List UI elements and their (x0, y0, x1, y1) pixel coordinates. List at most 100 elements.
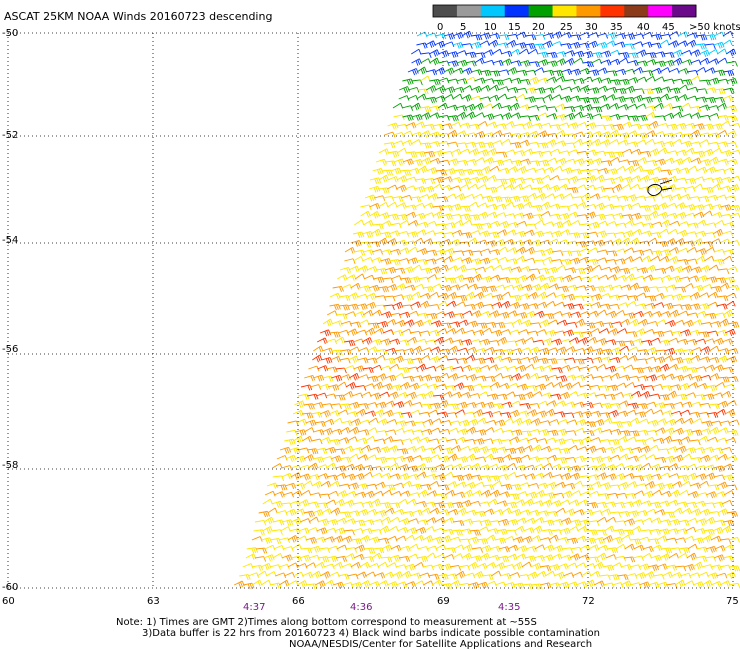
wind-barb (281, 554, 293, 562)
wind-barb (380, 311, 392, 319)
wind-barb (552, 492, 565, 499)
wind-barb (433, 502, 446, 509)
wind-barb (394, 349, 406, 355)
wind-barb (423, 124, 435, 130)
wind-barb (503, 183, 515, 191)
wind-barb (437, 437, 449, 443)
wind-barb (585, 175, 597, 183)
wind-barb (420, 456, 433, 464)
wind-barb (546, 400, 557, 407)
wind-barb (396, 124, 408, 130)
wind-barb (659, 39, 670, 46)
wind-barb (452, 42, 464, 49)
wind-barb (398, 518, 410, 526)
wind-barb (523, 498, 534, 507)
wind-barb (406, 231, 419, 238)
wind-barb (387, 176, 399, 183)
wind-barb (632, 256, 643, 262)
wind-barb (429, 507, 440, 515)
wind-barb (379, 338, 391, 346)
wind-barb (530, 239, 542, 247)
wind-barb (652, 277, 664, 283)
wind-barb (668, 40, 679, 48)
wind-barb (527, 330, 539, 337)
wind-barb (637, 375, 649, 382)
wind-barb (470, 366, 482, 374)
wind-barb (591, 113, 603, 120)
wind-barb (639, 205, 651, 212)
wind-barb (511, 429, 523, 436)
wind-barb (376, 348, 388, 355)
wind-barb (552, 381, 563, 389)
wind-barb (326, 474, 338, 481)
wind-barb (266, 571, 277, 577)
wind-barb (528, 356, 540, 364)
wind-barb (621, 148, 633, 155)
wind-barb (642, 490, 654, 498)
wind-barb (532, 230, 544, 238)
wind-barb (719, 580, 731, 587)
wind-barb (350, 561, 361, 569)
wind-barb (645, 264, 656, 273)
wind-barb (305, 562, 317, 568)
wind-barb (378, 391, 390, 398)
wind-barb (411, 158, 423, 166)
legend-label: 45 (662, 22, 675, 33)
wind-barb (521, 561, 532, 568)
wind-barb (510, 266, 522, 273)
wind-barb (667, 337, 679, 344)
wind-barb (335, 517, 347, 525)
wind-barb (602, 417, 613, 425)
wind-barb (378, 174, 389, 183)
lat-label: -60 (2, 582, 18, 593)
wind-barb (641, 310, 653, 318)
wind-barb (702, 210, 713, 217)
legend-swatch (576, 5, 601, 17)
wind-barb (393, 267, 406, 274)
wind-barb (587, 40, 598, 49)
wind-barb (672, 111, 683, 119)
wind-barb (620, 420, 632, 427)
wind-barb (353, 365, 365, 373)
wind-barb (658, 528, 670, 536)
wind-barb (528, 76, 539, 84)
wind-barb (450, 445, 462, 452)
wind-barb (627, 115, 639, 122)
wind-barb (521, 239, 533, 246)
wind-barb (651, 221, 663, 228)
wind-barb (720, 120, 731, 127)
wind-barb (587, 474, 599, 481)
wind-barb (698, 139, 710, 145)
wind-barb (310, 411, 323, 418)
wind-barb (662, 294, 675, 301)
wind-barb (404, 240, 416, 247)
wind-barb (281, 472, 293, 480)
wind-barb (326, 519, 339, 526)
wind-barb (300, 489, 312, 496)
wind-barb (659, 519, 672, 526)
wind-barb (429, 131, 441, 139)
wind-barb (418, 194, 430, 200)
wind-barb (729, 175, 740, 182)
wind-barb (396, 581, 408, 588)
wind-barb (623, 33, 636, 40)
wind-barb (296, 535, 308, 542)
wind-barb (498, 382, 510, 390)
wind-barb (635, 483, 648, 489)
wind-barb (420, 267, 433, 275)
wind-barb (479, 32, 491, 40)
wind-barb (319, 329, 331, 337)
wind-barb (717, 453, 728, 461)
wind-barb (713, 474, 725, 481)
wind-barb (500, 483, 513, 491)
wind-barb (674, 537, 687, 543)
wind-barb (683, 283, 694, 289)
wind-barbs (233, 30, 740, 590)
wind-barb (476, 417, 487, 425)
wind-barb (618, 453, 629, 461)
wind-barb (672, 507, 683, 515)
wind-barb (543, 221, 555, 227)
wind-barb (438, 50, 450, 58)
wind-barb (459, 205, 471, 212)
wind-barb (549, 213, 561, 220)
